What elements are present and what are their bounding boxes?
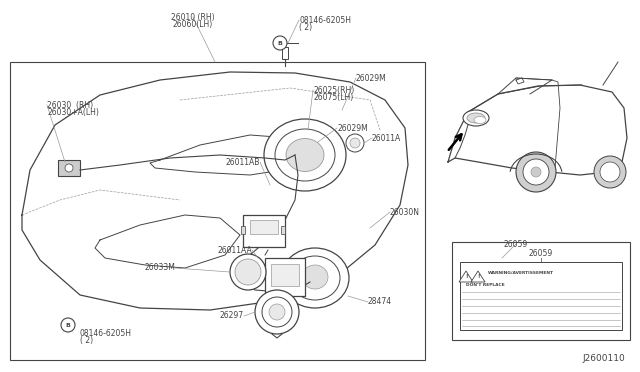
Text: ( 2): ( 2) xyxy=(299,22,312,32)
Polygon shape xyxy=(471,271,485,282)
Bar xyxy=(243,215,285,247)
Bar xyxy=(241,226,245,234)
Text: 26030N: 26030N xyxy=(390,208,420,217)
Bar xyxy=(460,262,622,330)
Text: B: B xyxy=(65,323,70,328)
Circle shape xyxy=(235,259,261,285)
Bar xyxy=(271,264,299,286)
Ellipse shape xyxy=(302,265,328,289)
Text: 26025(RH): 26025(RH) xyxy=(313,86,355,94)
Text: 26075(LH): 26075(LH) xyxy=(313,93,353,102)
Text: 26059: 26059 xyxy=(529,250,553,259)
Bar xyxy=(10,62,425,360)
Circle shape xyxy=(594,156,626,188)
Text: 26010 (RH): 26010 (RH) xyxy=(171,13,215,22)
Circle shape xyxy=(61,318,75,332)
Text: DON'T REPLACE: DON'T REPLACE xyxy=(466,283,505,287)
Text: !: ! xyxy=(465,275,467,279)
Text: J2600110: J2600110 xyxy=(582,354,625,363)
Circle shape xyxy=(65,164,73,172)
Circle shape xyxy=(523,159,549,185)
Bar xyxy=(281,226,285,234)
Text: 26029M: 26029M xyxy=(337,124,368,132)
Ellipse shape xyxy=(264,119,346,191)
Text: 26060(LH): 26060(LH) xyxy=(173,19,213,29)
Ellipse shape xyxy=(467,113,485,123)
Circle shape xyxy=(262,297,292,327)
Text: 26011A: 26011A xyxy=(372,134,401,142)
Bar xyxy=(282,47,288,59)
Text: 26011AB: 26011AB xyxy=(226,157,260,167)
Circle shape xyxy=(531,167,541,177)
Text: 26297: 26297 xyxy=(220,311,244,321)
Circle shape xyxy=(600,162,620,182)
Bar xyxy=(58,160,80,176)
Text: WARNING/AVERTISSEMENT: WARNING/AVERTISSEMENT xyxy=(488,271,554,275)
Ellipse shape xyxy=(275,129,335,181)
Text: 26059: 26059 xyxy=(504,240,528,248)
Text: 26030+A(LH): 26030+A(LH) xyxy=(47,108,99,116)
Text: 26033M: 26033M xyxy=(144,263,175,273)
Circle shape xyxy=(350,138,360,148)
Text: !: ! xyxy=(477,275,479,279)
Text: ( 2): ( 2) xyxy=(80,336,93,344)
Text: 28474: 28474 xyxy=(368,298,392,307)
Ellipse shape xyxy=(290,256,340,300)
Text: 26011AA: 26011AA xyxy=(217,246,252,254)
Ellipse shape xyxy=(286,138,324,171)
Text: 26029M: 26029M xyxy=(356,74,387,83)
Circle shape xyxy=(273,36,287,50)
Polygon shape xyxy=(459,271,473,282)
Bar xyxy=(265,258,305,296)
Circle shape xyxy=(346,134,364,152)
Ellipse shape xyxy=(281,248,349,308)
Ellipse shape xyxy=(463,110,489,126)
Text: B: B xyxy=(278,41,282,46)
Circle shape xyxy=(230,254,266,290)
Text: 08146-6205H: 08146-6205H xyxy=(80,328,132,337)
Bar xyxy=(250,220,278,234)
Circle shape xyxy=(255,290,299,334)
Circle shape xyxy=(516,152,556,192)
Text: 08146-6205H: 08146-6205H xyxy=(299,16,351,25)
Bar xyxy=(452,242,630,340)
Ellipse shape xyxy=(474,116,486,124)
Text: 26030  (RH): 26030 (RH) xyxy=(47,100,93,109)
Circle shape xyxy=(269,304,285,320)
